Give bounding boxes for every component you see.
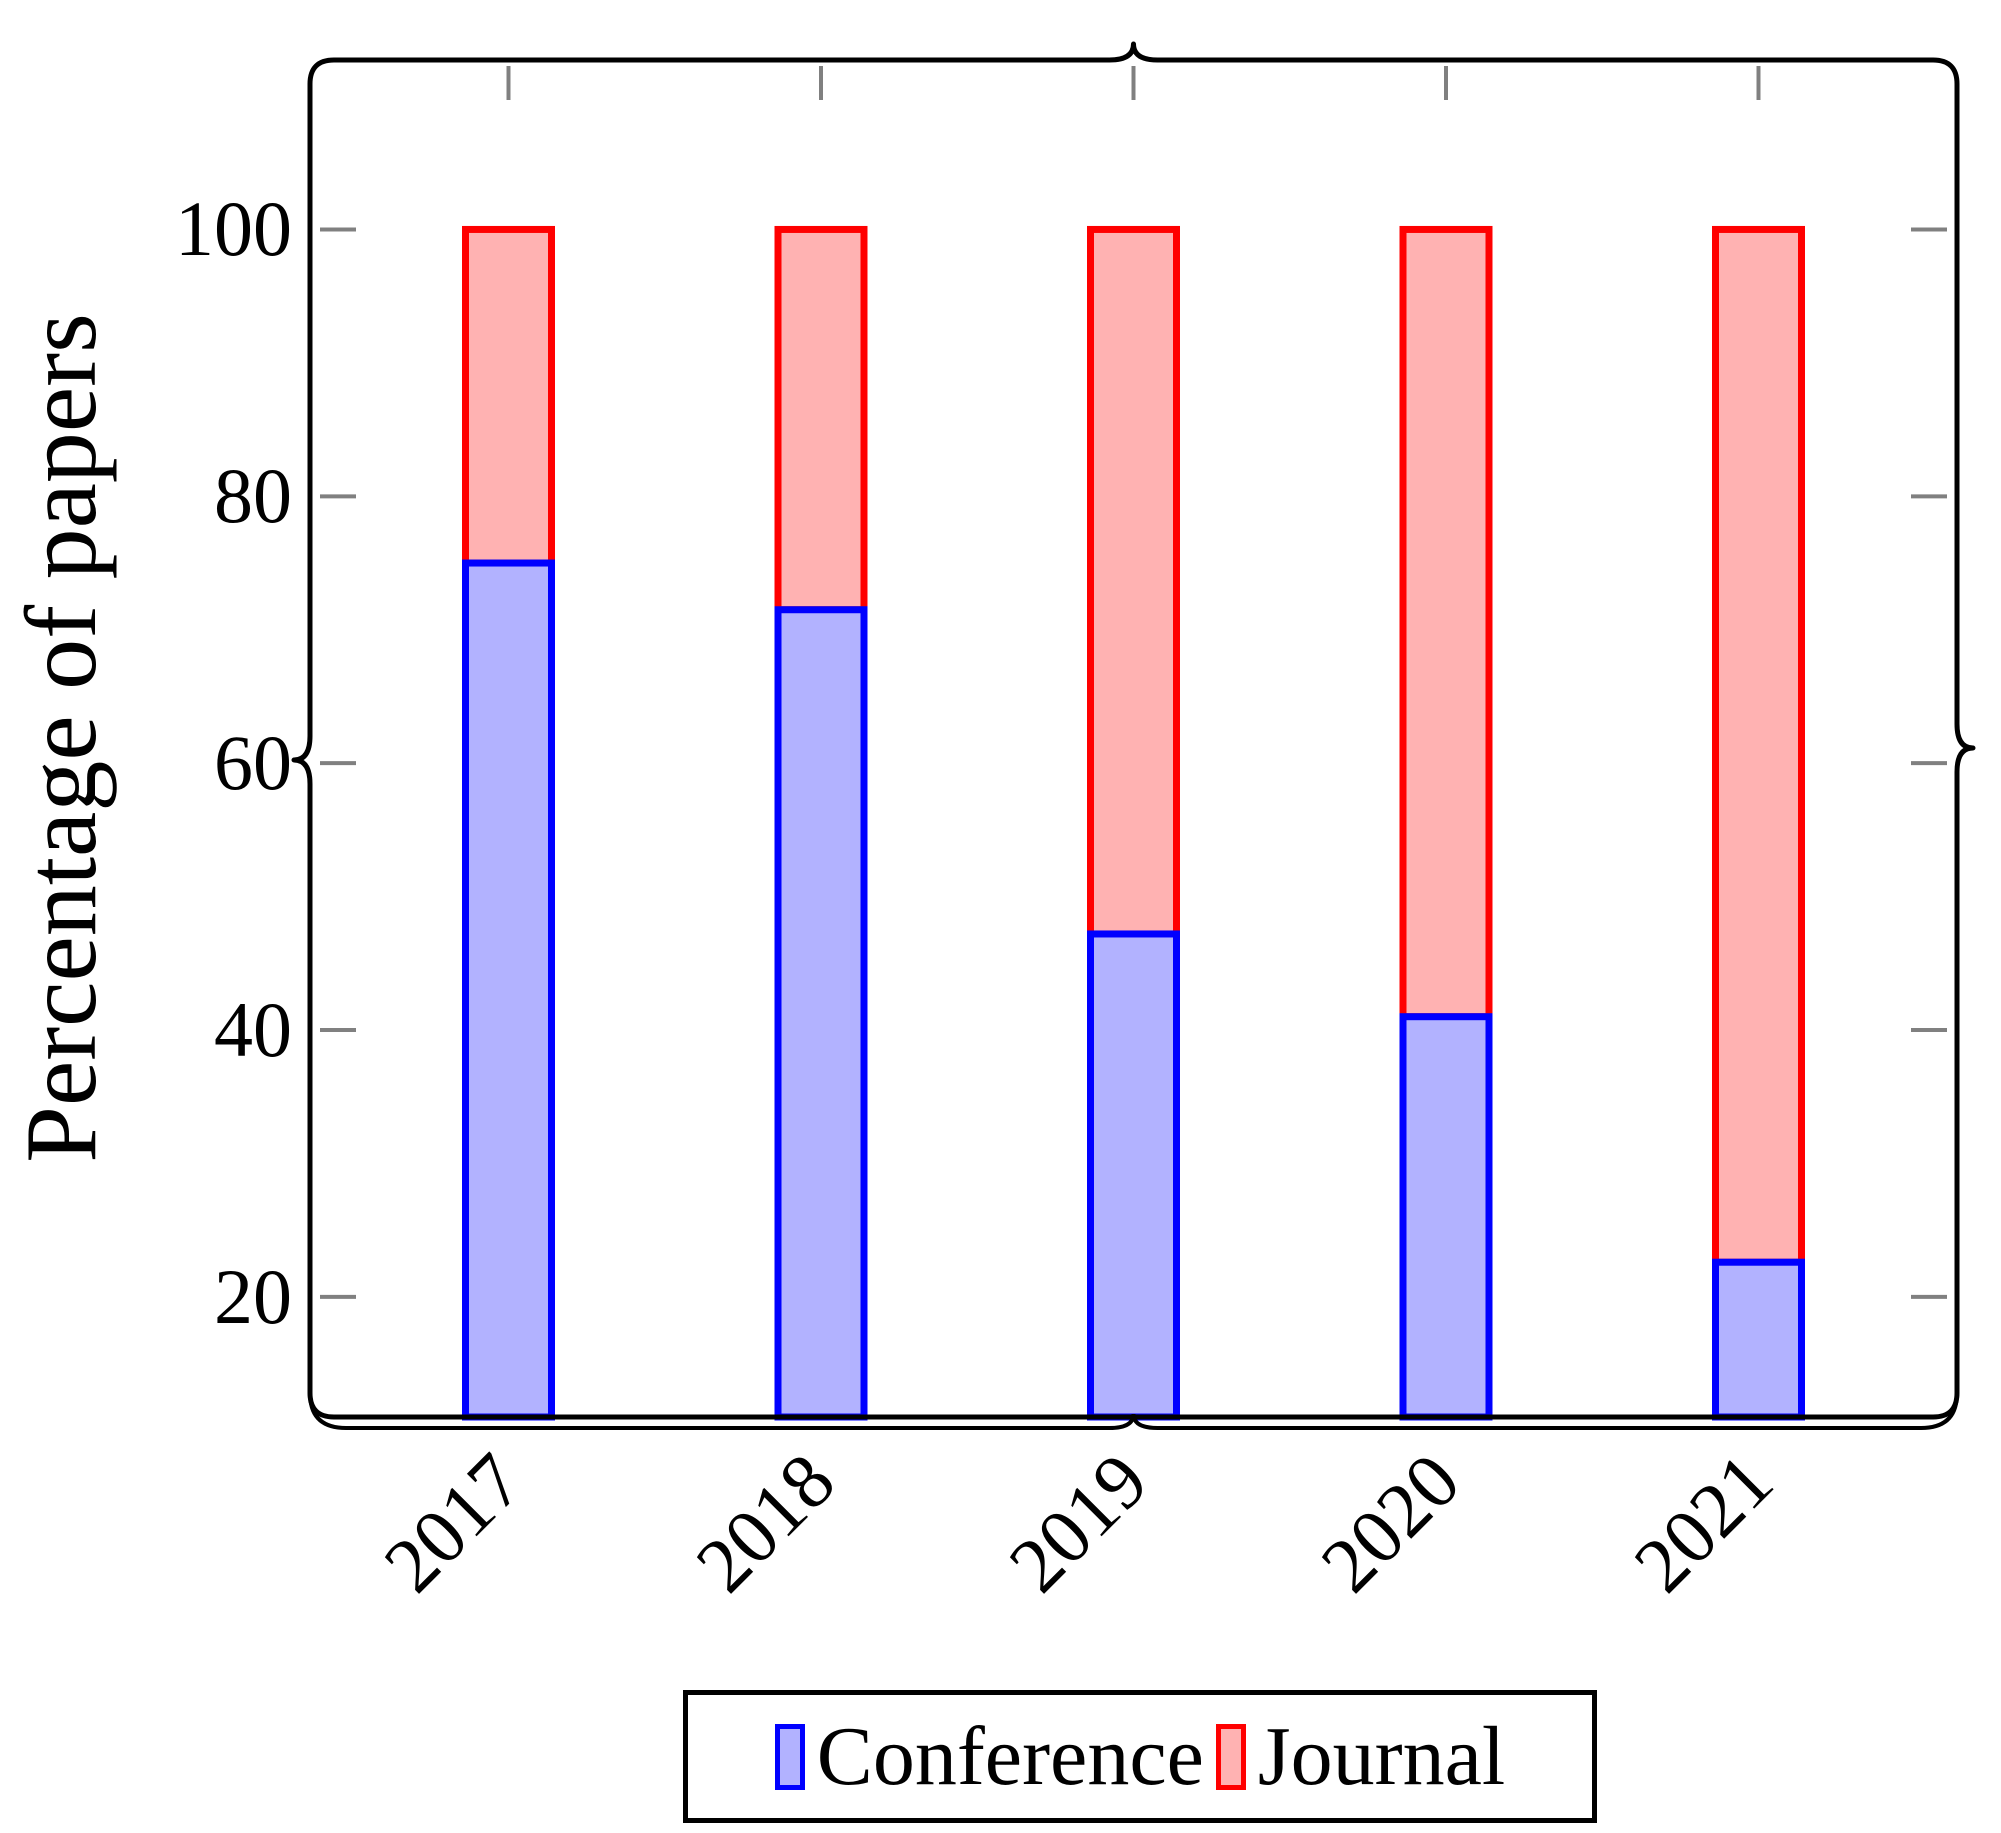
legend-box: Conference Journal	[683, 1690, 1597, 1823]
y-tick-label-40: 40	[214, 986, 292, 1074]
conference-legend-swatch	[774, 1723, 805, 1790]
bar-2020-conference	[1399, 1013, 1493, 1421]
y-tick-label-100: 100	[175, 185, 292, 273]
bar-2021-journal	[1712, 225, 1805, 1266]
y-tick-label-80: 80	[214, 452, 292, 540]
bar-2017-journal	[462, 225, 555, 567]
conference-legend-label: Conference	[816, 1709, 1204, 1803]
bottom-axis-brace	[308, 1392, 1959, 1430]
bar-2019-journal	[1087, 225, 1180, 938]
bar-2020-journal	[1399, 225, 1493, 1021]
bar-2021-conference	[1712, 1258, 1805, 1421]
bar-2018-journal	[774, 225, 868, 614]
bar-2019-conference	[1087, 930, 1180, 1421]
journal-legend-swatch	[1215, 1723, 1246, 1790]
bar-2018-conference	[774, 606, 868, 1421]
y-tick-label-60: 60	[214, 719, 292, 807]
y-tick-label-20: 20	[214, 1252, 292, 1340]
bar-2017-conference	[462, 559, 555, 1421]
journal-legend-label: Journal	[1257, 1709, 1506, 1803]
plot-frame	[291, 41, 1976, 1420]
